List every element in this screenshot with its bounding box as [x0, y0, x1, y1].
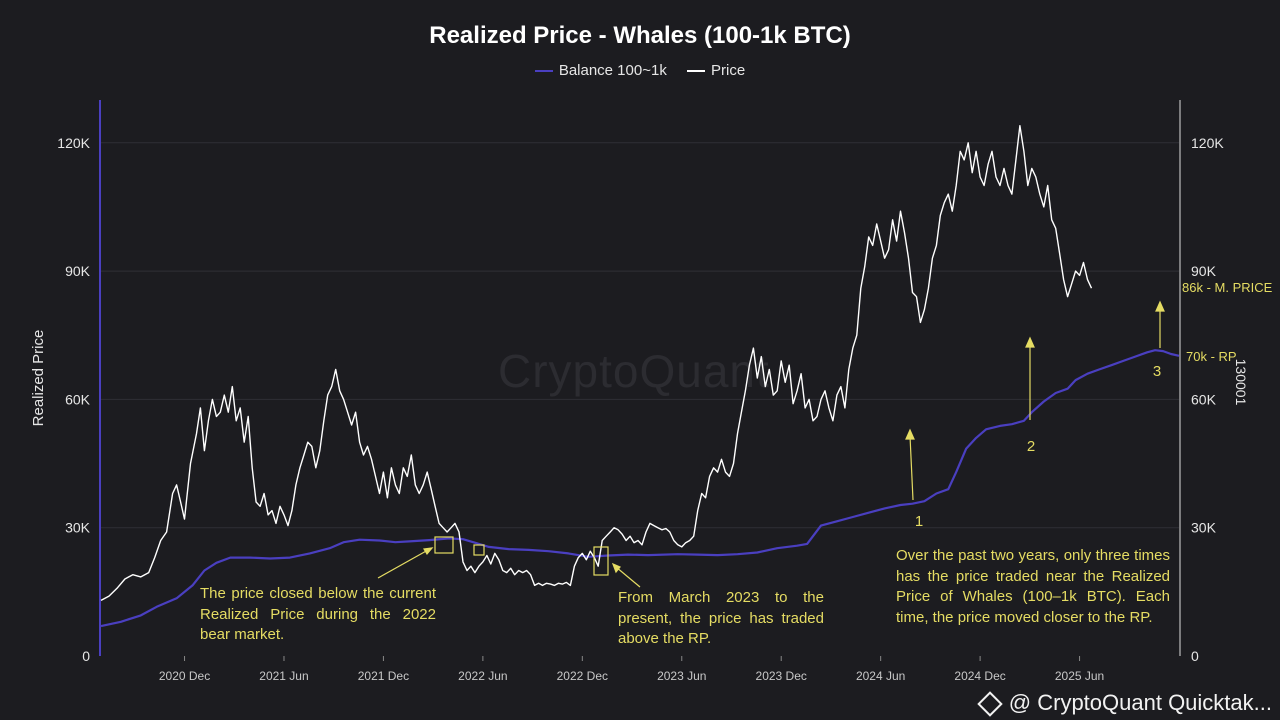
crossing-box-3 — [593, 546, 609, 576]
x-tick-label-3: 2022 Jun — [458, 669, 507, 683]
x-tick-label-9: 2025 Jun — [1055, 669, 1104, 683]
legend-swatch-balance — [534, 70, 553, 73]
watermark-text: @ CryptoQuant Quicktak... — [1008, 690, 1272, 715]
arrow-march — [615, 566, 641, 588]
marker-2: 2 — [1027, 438, 1035, 455]
gridlines — [101, 142, 1179, 529]
arrow-bear-head — [423, 547, 434, 556]
chart-title: Realized Price - Whales (100-1k BTC) — [429, 22, 851, 49]
annotation-two-years: Over the past two years, only three time… — [896, 547, 1170, 626]
arrow-1-head — [905, 428, 915, 440]
legend-label-price: Price — [711, 62, 746, 79]
x-tick-label-7: 2024 Jun — [856, 669, 905, 683]
legend-item-price[interactable]: Price — [687, 62, 745, 79]
annotation-march-2023: From March 2023 to the present, the pric… — [618, 589, 824, 647]
y-tick-left-0: 0 — [82, 648, 90, 664]
crossing-box-2 — [473, 544, 485, 556]
x-tick-label-6: 2023 Dec — [756, 669, 807, 683]
y-axis-left: 0 30K 60K 90K 120K — [57, 135, 90, 664]
arrow-bear — [377, 549, 429, 579]
source-watermark: @ CryptoQuant Quicktak... — [977, 690, 1272, 717]
y-tick-right-0: 0 — [1191, 648, 1199, 664]
x-tick-label-2: 2021 Dec — [358, 669, 409, 683]
y-tick-left-4: 120K — [57, 135, 90, 151]
legend-swatch-price — [687, 70, 705, 73]
series-layer — [100, 125, 1180, 628]
arrow-1 — [909, 435, 914, 501]
legend-item-balance[interactable]: Balance 100~1k — [534, 62, 667, 79]
marker-1: 1 — [915, 513, 923, 530]
y-tick-left-1: 30K — [65, 520, 91, 536]
crossing-box-1 — [434, 536, 454, 554]
rp-label: 70k - RP — [1186, 349, 1237, 364]
annotation-bear-market: The price closed below the current Reali… — [200, 585, 436, 643]
diamond-icon — [977, 691, 1003, 717]
brand-watermark: CryptoQuant — [498, 345, 770, 397]
x-tick-label-5: 2023 Jun — [657, 669, 706, 683]
y-tick-right-2: 60K — [1191, 391, 1217, 407]
m-price-label: 86k - M. PRICE — [1182, 280, 1273, 295]
y-tick-right-4: 120K — [1191, 135, 1224, 151]
marker-3: 3 — [1153, 363, 1161, 380]
arrow-march-head — [611, 562, 621, 574]
x-tick-label-0: 2020 Dec — [159, 669, 210, 683]
y-axis-label-right: 130001 — [1233, 359, 1249, 406]
arrow-3-head — [1155, 300, 1165, 312]
x-tick-label-4: 2022 Dec — [557, 669, 608, 683]
legend-label-balance: Balance 100~1k — [558, 62, 667, 79]
x-tick-label-1: 2021 Jun — [259, 669, 308, 683]
y-tick-right-1: 30K — [1191, 520, 1217, 536]
y-axis-right: 0 30K 60K 90K 120K — [1191, 135, 1224, 664]
x-tick-label-8: 2024 Dec — [954, 669, 1005, 683]
x-axis: 2020 Dec 2021 Jun 2021 Dec 2022 Jun 2022 Dec… — [159, 656, 1104, 683]
series-line-balance — [100, 349, 1180, 628]
y-tick-right-3: 90K — [1191, 263, 1217, 279]
y-tick-left-2: 60K — [65, 391, 91, 407]
y-axis-label: Realized Price — [30, 330, 47, 427]
y-tick-left-3: 90K — [65, 263, 91, 279]
arrow-2-head — [1025, 336, 1035, 348]
legend: Balance 100~1k Price — [0, 62, 1280, 79]
series-line-price — [100, 125, 1093, 602]
